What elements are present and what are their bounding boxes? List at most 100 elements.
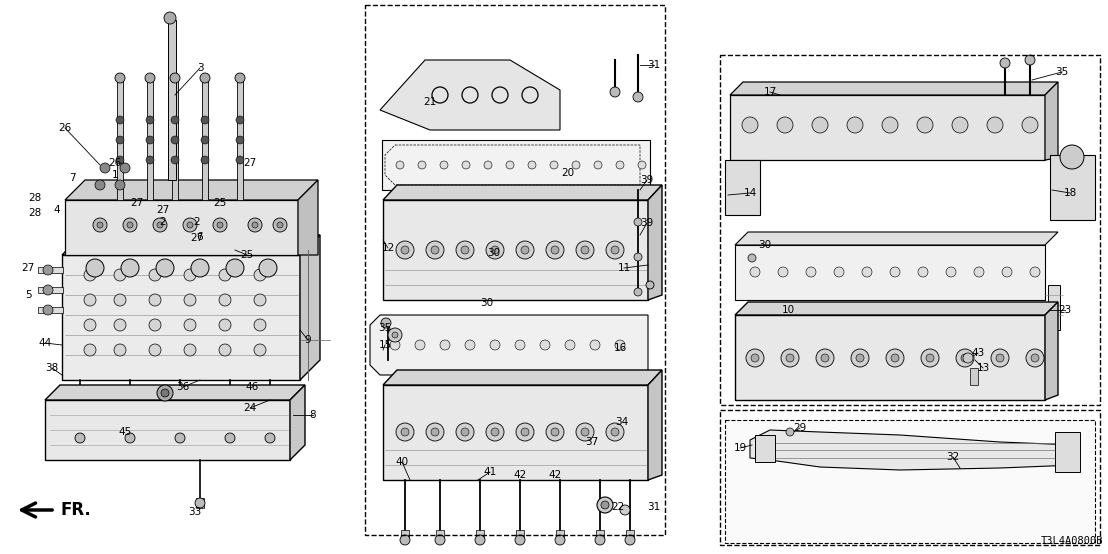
Polygon shape: [168, 20, 176, 180]
Text: 32: 32: [946, 452, 960, 462]
Circle shape: [98, 222, 103, 228]
Text: 38: 38: [45, 363, 59, 373]
Polygon shape: [730, 95, 1045, 160]
Circle shape: [219, 344, 230, 356]
Text: 27: 27: [191, 233, 204, 243]
Circle shape: [490, 340, 500, 350]
Circle shape: [115, 180, 125, 190]
Circle shape: [425, 241, 444, 259]
Polygon shape: [176, 425, 184, 435]
Circle shape: [148, 319, 161, 331]
Circle shape: [778, 267, 788, 277]
Polygon shape: [290, 385, 305, 460]
Circle shape: [777, 117, 793, 133]
Polygon shape: [38, 307, 63, 313]
Circle shape: [184, 269, 196, 281]
Text: 19: 19: [733, 443, 747, 453]
Circle shape: [486, 423, 504, 441]
Circle shape: [917, 117, 933, 133]
Circle shape: [418, 161, 425, 169]
Circle shape: [213, 218, 227, 232]
Circle shape: [546, 423, 564, 441]
Circle shape: [815, 349, 834, 367]
Circle shape: [236, 136, 244, 144]
Polygon shape: [45, 400, 290, 460]
Text: 5: 5: [24, 290, 31, 300]
Polygon shape: [383, 185, 661, 200]
Text: 11: 11: [617, 263, 630, 273]
Polygon shape: [126, 425, 134, 435]
Text: 9: 9: [305, 335, 311, 345]
Circle shape: [987, 117, 1003, 133]
Circle shape: [388, 328, 402, 342]
Circle shape: [633, 92, 643, 102]
Circle shape: [201, 136, 209, 144]
Circle shape: [171, 136, 179, 144]
Circle shape: [589, 340, 601, 350]
Polygon shape: [516, 530, 524, 538]
Circle shape: [572, 161, 579, 169]
Circle shape: [565, 340, 575, 350]
Circle shape: [1030, 267, 1040, 277]
Polygon shape: [1045, 302, 1058, 400]
Polygon shape: [202, 80, 208, 200]
Circle shape: [521, 246, 529, 254]
Circle shape: [946, 267, 956, 277]
Polygon shape: [226, 425, 234, 435]
Circle shape: [601, 501, 609, 509]
Circle shape: [638, 161, 646, 169]
Circle shape: [440, 161, 448, 169]
Circle shape: [634, 218, 642, 226]
Circle shape: [891, 354, 899, 362]
Polygon shape: [76, 425, 84, 435]
Circle shape: [926, 354, 934, 362]
Polygon shape: [648, 185, 661, 300]
Polygon shape: [735, 315, 1045, 400]
Circle shape: [254, 294, 266, 306]
Circle shape: [515, 340, 525, 350]
Circle shape: [217, 222, 223, 228]
Circle shape: [254, 344, 266, 356]
Circle shape: [114, 319, 126, 331]
Polygon shape: [437, 530, 444, 538]
Circle shape: [273, 218, 287, 232]
Polygon shape: [266, 425, 274, 435]
Circle shape: [114, 294, 126, 306]
Polygon shape: [370, 315, 648, 375]
Circle shape: [84, 269, 96, 281]
Circle shape: [170, 73, 179, 83]
Polygon shape: [1045, 82, 1058, 160]
Text: 30: 30: [759, 240, 771, 250]
Circle shape: [751, 354, 759, 362]
Polygon shape: [1050, 155, 1095, 220]
Circle shape: [43, 285, 53, 295]
Text: 42: 42: [513, 470, 526, 480]
Circle shape: [625, 535, 635, 545]
Polygon shape: [755, 435, 774, 462]
Circle shape: [851, 349, 869, 367]
Circle shape: [252, 222, 258, 228]
Polygon shape: [725, 160, 760, 215]
Polygon shape: [147, 80, 153, 200]
Text: 27: 27: [21, 263, 34, 273]
Polygon shape: [298, 180, 318, 255]
Circle shape: [183, 218, 197, 232]
Circle shape: [597, 497, 613, 513]
Text: 30: 30: [481, 298, 493, 308]
Circle shape: [401, 428, 409, 436]
Text: 7: 7: [69, 173, 75, 183]
Circle shape: [550, 161, 558, 169]
Circle shape: [921, 349, 938, 367]
Circle shape: [996, 354, 1004, 362]
Polygon shape: [196, 498, 204, 508]
Circle shape: [742, 117, 758, 133]
Circle shape: [156, 259, 174, 277]
Circle shape: [171, 156, 179, 164]
Circle shape: [392, 332, 398, 338]
Circle shape: [171, 116, 179, 124]
Circle shape: [856, 354, 864, 362]
Circle shape: [396, 241, 414, 259]
Circle shape: [646, 281, 654, 289]
Circle shape: [86, 259, 104, 277]
Text: 16: 16: [614, 343, 627, 353]
